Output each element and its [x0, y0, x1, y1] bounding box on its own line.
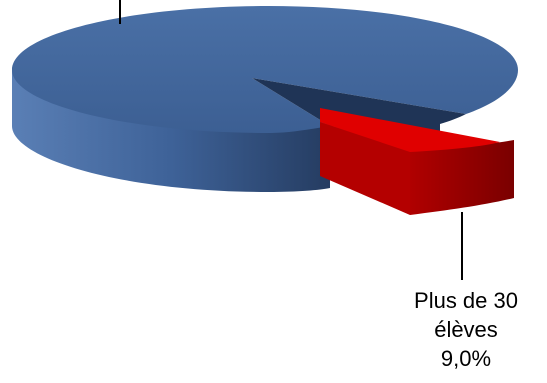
pie-slice-main-notch	[252, 78, 466, 134]
pie-slice-exploded-side	[410, 140, 514, 215]
pie-slice-exploded-top	[320, 108, 500, 152]
pie-slice-main-top	[12, 6, 518, 133]
slice-data-label: Plus de 30 élèves 9,0%	[396, 286, 536, 373]
pie-slice-exploded-front	[320, 122, 410, 215]
pie-slice-exploded	[320, 108, 514, 215]
slice-label-line-1: Plus de 30	[414, 288, 518, 313]
slice-label-line-2: élèves	[434, 317, 498, 342]
pie-slice-main	[12, 6, 518, 192]
slice-value-label: 9,0%	[440, 346, 492, 371]
